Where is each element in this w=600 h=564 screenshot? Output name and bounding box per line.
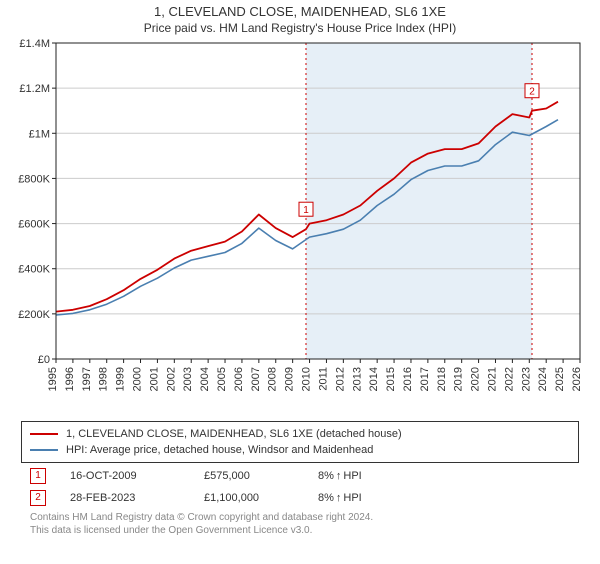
event-hpi-label-2: HPI [343,492,361,504]
event-hpi-pct-2: 8% [318,492,334,504]
legend-label-hpi: HPI: Average price, detached house, Wind… [66,444,373,456]
event-marker-2: 2 [30,490,46,506]
svg-text:2013: 2013 [351,367,363,391]
svg-text:2: 2 [529,87,535,98]
svg-text:2014: 2014 [368,367,380,391]
svg-text:2023: 2023 [520,367,532,391]
event-date-1: 16-OCT-2009 [70,470,180,482]
svg-text:2010: 2010 [301,367,313,391]
svg-text:2022: 2022 [503,367,515,391]
svg-text:2005: 2005 [216,367,228,391]
svg-text:2015: 2015 [385,367,397,391]
svg-text:2008: 2008 [267,367,279,391]
svg-text:2011: 2011 [317,367,329,391]
event-row-2: 2 28-FEB-2023 £1,100,000 8% ↑ HPI [30,487,570,509]
svg-text:2007: 2007 [250,367,262,391]
event-date-2: 28-FEB-2023 [70,492,180,504]
svg-text:£200K: £200K [18,309,50,321]
svg-text:1998: 1998 [98,367,110,391]
svg-text:£1M: £1M [29,128,50,140]
footer-line-1: Contains HM Land Registry data © Crown c… [30,511,570,524]
footer: Contains HM Land Registry data © Crown c… [30,511,570,537]
svg-text:2002: 2002 [165,367,177,391]
events-table: 1 16-OCT-2009 £575,000 8% ↑ HPI 2 28-FEB… [30,465,570,509]
legend-box: 1, CLEVELAND CLOSE, MAIDENHEAD, SL6 1XE … [21,421,579,463]
chart-title: 1, CLEVELAND CLOSE, MAIDENHEAD, SL6 1XE [0,4,600,19]
legend-item-property: 1, CLEVELAND CLOSE, MAIDENHEAD, SL6 1XE … [30,426,570,442]
svg-text:2001: 2001 [148,367,160,391]
footer-line-2: This data is licensed under the Open Gov… [30,524,570,537]
svg-text:1: 1 [303,205,309,216]
svg-text:2018: 2018 [436,367,448,391]
event-marker-1: 1 [30,468,46,484]
chart-svg: £0 £200K £400K £600K £800K £1M £1.2M £1.4M 1995 1… [10,37,590,417]
svg-text:2019: 2019 [453,367,465,391]
event-hpi-label-1: HPI [343,470,361,482]
svg-text:2003: 2003 [182,367,194,391]
svg-text:1995: 1995 [47,367,59,391]
legend-item-hpi: HPI: Average price, detached house, Wind… [30,442,570,458]
legend-label-property: 1, CLEVELAND CLOSE, MAIDENHEAD, SL6 1XE … [66,428,402,440]
up-arrow-icon: ↑ [336,492,342,504]
svg-text:1999: 1999 [115,367,127,391]
event-price-1: £575,000 [204,470,294,482]
svg-text:£800K: £800K [18,173,50,185]
up-arrow-icon: ↑ [336,470,342,482]
svg-text:2025: 2025 [554,367,566,391]
svg-text:2009: 2009 [284,367,296,391]
svg-text:2012: 2012 [334,367,346,391]
svg-text:2020: 2020 [470,367,482,391]
event-hpi-2: 8% ↑ HPI [318,492,362,504]
svg-text:£1.2M: £1.2M [19,83,50,95]
svg-text:2000: 2000 [132,367,144,391]
svg-text:£400K: £400K [18,264,50,276]
svg-text:£0: £0 [38,354,50,366]
event-hpi-1: 8% ↑ HPI [318,470,362,482]
svg-text:£600K: £600K [18,219,50,231]
event-hpi-pct-1: 8% [318,470,334,482]
svg-text:2016: 2016 [402,367,414,391]
svg-text:2017: 2017 [419,367,431,391]
legend-swatch-property [30,433,58,435]
legend-swatch-hpi [30,449,58,451]
chart-subtitle: Price paid vs. HM Land Registry's House … [0,21,600,35]
svg-text:1997: 1997 [81,367,93,391]
svg-text:2024: 2024 [537,367,549,391]
svg-text:2021: 2021 [486,367,498,391]
event-row-1: 1 16-OCT-2009 £575,000 8% ↑ HPI [30,465,570,487]
svg-text:2006: 2006 [233,367,245,391]
svg-text:2004: 2004 [199,367,211,391]
svg-text:2026: 2026 [571,367,583,391]
svg-text:£1.4M: £1.4M [19,38,50,50]
chart-container: £0 £200K £400K £600K £800K £1M £1.2M £1.4M 1995 1… [10,37,590,417]
event-price-2: £1,100,000 [204,492,294,504]
svg-text:1996: 1996 [64,367,76,391]
